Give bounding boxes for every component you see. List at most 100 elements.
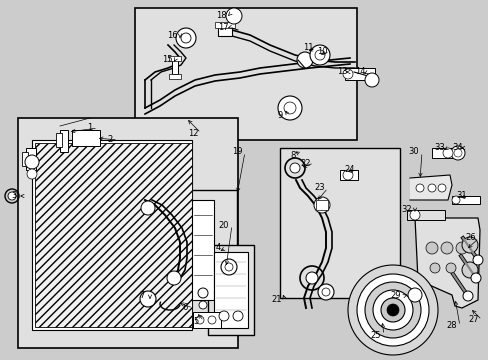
Circle shape [198, 288, 207, 298]
Circle shape [296, 52, 312, 68]
Text: 28: 28 [446, 321, 456, 330]
Circle shape [167, 271, 181, 285]
Circle shape [289, 163, 299, 173]
Circle shape [8, 192, 16, 200]
Circle shape [364, 282, 420, 338]
Text: 23: 23 [314, 184, 325, 193]
Bar [218, 24, 231, 36]
Circle shape [442, 148, 452, 158]
Circle shape [453, 149, 461, 157]
Text: 15: 15 [162, 55, 172, 64]
Circle shape [207, 316, 216, 324]
Circle shape [317, 284, 333, 300]
Circle shape [278, 96, 302, 120]
Bar [406, 210, 444, 220]
Bar [431, 148, 459, 158]
Circle shape [440, 242, 452, 254]
Text: 1: 1 [87, 123, 92, 132]
Text: 6: 6 [182, 303, 187, 312]
Text: 3: 3 [11, 192, 17, 201]
Bar [169, 56, 181, 61]
Circle shape [364, 73, 378, 87]
Bar [18, 118, 238, 348]
Polygon shape [414, 218, 479, 308]
Text: 18: 18 [215, 10, 226, 19]
Text: 14: 14 [354, 68, 365, 77]
Circle shape [380, 298, 404, 322]
Text: 33: 33 [434, 144, 445, 153]
Polygon shape [409, 175, 451, 200]
Circle shape [199, 301, 206, 309]
Circle shape [196, 316, 203, 324]
Text: 10: 10 [316, 48, 326, 57]
Text: 21: 21 [271, 296, 282, 305]
Circle shape [176, 28, 196, 48]
Circle shape [462, 291, 472, 301]
Circle shape [25, 155, 39, 169]
Text: 19: 19 [231, 148, 242, 157]
Circle shape [284, 102, 295, 114]
Bar [22, 152, 28, 166]
Text: 16: 16 [166, 31, 177, 40]
Text: 9: 9 [277, 111, 282, 120]
Circle shape [445, 263, 455, 273]
Bar [451, 196, 479, 204]
Bar [56, 133, 62, 147]
Circle shape [141, 201, 155, 215]
Text: 31: 31 [456, 192, 467, 201]
Bar [135, 190, 237, 285]
Bar [315, 200, 327, 210]
Bar [192, 200, 214, 300]
Circle shape [219, 311, 228, 321]
Circle shape [461, 237, 477, 253]
Circle shape [450, 146, 464, 160]
Text: 29: 29 [390, 292, 401, 301]
Bar [193, 312, 221, 328]
Bar [214, 252, 247, 328]
Circle shape [451, 196, 459, 204]
Circle shape [429, 263, 439, 273]
Circle shape [356, 274, 428, 346]
Bar [32, 140, 192, 330]
Bar [172, 58, 178, 74]
Text: 32: 32 [401, 206, 411, 215]
Bar [72, 130, 100, 146]
Circle shape [461, 262, 477, 278]
Text: 2: 2 [107, 135, 112, 144]
Text: 20: 20 [218, 220, 229, 230]
Bar [280, 148, 399, 298]
Circle shape [224, 263, 232, 271]
Circle shape [140, 291, 156, 307]
Circle shape [470, 273, 480, 283]
Bar [60, 130, 68, 152]
Bar [345, 68, 374, 80]
Text: 5: 5 [193, 316, 198, 325]
Text: 24: 24 [344, 166, 354, 175]
Text: 7: 7 [139, 291, 144, 300]
Text: 11: 11 [302, 44, 313, 53]
Bar [169, 74, 181, 79]
Circle shape [221, 259, 237, 275]
Circle shape [321, 288, 329, 296]
Text: 26: 26 [465, 234, 475, 243]
Circle shape [427, 184, 435, 192]
Text: 22: 22 [300, 158, 311, 167]
Text: 27: 27 [468, 315, 478, 324]
Circle shape [372, 290, 412, 330]
Circle shape [314, 50, 325, 60]
Bar [339, 170, 357, 180]
Circle shape [437, 184, 445, 192]
Circle shape [181, 33, 191, 43]
Circle shape [472, 255, 482, 265]
Circle shape [407, 288, 421, 302]
Circle shape [232, 311, 243, 321]
Circle shape [342, 170, 352, 180]
Bar [26, 148, 36, 170]
Text: 17: 17 [217, 22, 228, 31]
Circle shape [415, 184, 423, 192]
Text: 8: 8 [290, 150, 295, 159]
Circle shape [305, 272, 317, 284]
Bar [207, 245, 253, 335]
Circle shape [313, 197, 329, 213]
Bar [35, 143, 192, 327]
